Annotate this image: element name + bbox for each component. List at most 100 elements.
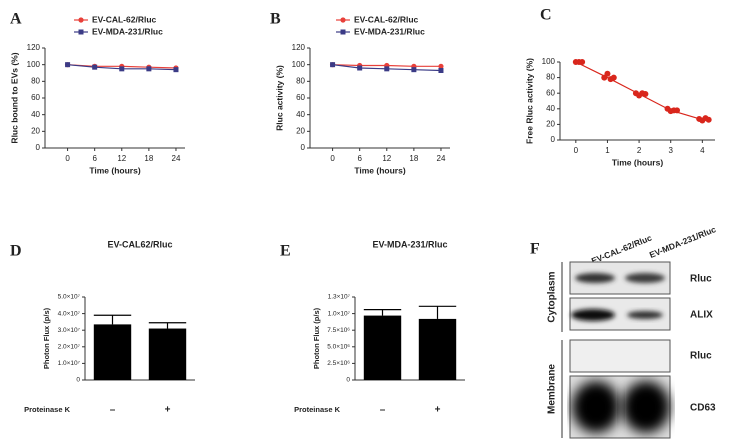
y-tick-label: 100 bbox=[27, 60, 41, 69]
x-tick-label: 18 bbox=[409, 154, 418, 163]
point bbox=[340, 29, 346, 35]
blot-row-label: Rluc bbox=[690, 351, 712, 362]
panel-letter: C bbox=[540, 7, 552, 24]
point bbox=[119, 66, 125, 72]
x-tick-label: 0 bbox=[65, 154, 70, 163]
blot-column-label: EV-CAL-62/Rluc bbox=[590, 233, 654, 266]
y-axis-label: Free Rluc activity (%) bbox=[524, 58, 534, 144]
point bbox=[610, 74, 617, 81]
blot-column-label: EV-MDA-231/Rluc bbox=[648, 224, 718, 260]
y-tick-label: 5.0×10⁶ bbox=[327, 344, 350, 351]
y-tick-label: 1.0×10⁷ bbox=[328, 310, 351, 317]
blot-row-label: ALIX bbox=[690, 310, 713, 321]
x-tick-label: 0 bbox=[330, 154, 335, 163]
y-axis-label: Photon Flux (p/s) bbox=[312, 307, 321, 369]
blot-row-label: CD63 bbox=[690, 403, 716, 414]
x-tick-label: 6 bbox=[357, 154, 362, 163]
y-tick-label: 100 bbox=[292, 60, 306, 69]
y-tick-label: 120 bbox=[27, 43, 41, 52]
blot-band bbox=[572, 381, 620, 433]
point bbox=[92, 64, 98, 70]
x-axis-label: Time (hours) bbox=[612, 157, 663, 167]
legend-label: EV-MDA-231/Rluc bbox=[92, 26, 163, 36]
x-tick-label: 0 bbox=[574, 146, 579, 155]
point bbox=[78, 17, 84, 23]
x-tick-label: 18 bbox=[144, 154, 153, 163]
x-tick-label: + bbox=[165, 405, 171, 416]
blot-band bbox=[625, 273, 665, 283]
x-axis-label: Proteinase K bbox=[24, 405, 70, 414]
y-tick-label: 1.3×10⁷ bbox=[328, 294, 351, 301]
panel-letter: A bbox=[10, 11, 22, 28]
y-tick-label: 20 bbox=[31, 126, 40, 135]
y-tick-label: 0 bbox=[346, 377, 350, 384]
point bbox=[705, 116, 712, 123]
blot-panel: F EV-CAL-62/Rluc EV-MDA-231/Rluc Cytopla… bbox=[530, 224, 718, 439]
x-tick-label: 4 bbox=[700, 146, 705, 155]
x-axis-label: Proteinase K bbox=[294, 405, 340, 414]
point bbox=[330, 62, 336, 68]
x-axis-label: Time (hours) bbox=[354, 165, 405, 175]
y-tick-label: 0 bbox=[36, 143, 41, 152]
y-tick-label: 60 bbox=[546, 88, 555, 97]
y-axis-label: Rluc activity (%) bbox=[274, 65, 284, 131]
y-tick-label: 20 bbox=[296, 126, 305, 135]
y-tick-label: 80 bbox=[31, 76, 40, 85]
y-tick-label: 1.0×10⁷ bbox=[58, 360, 81, 367]
x-tick-label: 24 bbox=[437, 154, 446, 163]
chart-title: EV-MDA-231/Rluc bbox=[372, 239, 447, 249]
y-tick-label: 0 bbox=[76, 377, 80, 384]
point bbox=[65, 62, 71, 68]
blot-band bbox=[575, 273, 615, 283]
y-axis-label: Rluc bound to EVs (%) bbox=[9, 52, 19, 143]
y-tick-label: 100 bbox=[542, 57, 556, 66]
point bbox=[642, 90, 649, 97]
y-tick-label: 80 bbox=[296, 76, 305, 85]
y-tick-label: 120 bbox=[292, 43, 306, 52]
blot-band bbox=[627, 311, 663, 319]
blot-row-label: Rluc bbox=[690, 274, 712, 285]
x-tick-label: 2 bbox=[637, 146, 642, 155]
point bbox=[438, 63, 444, 69]
bar bbox=[93, 324, 132, 380]
fit-line bbox=[575, 61, 703, 121]
panel-letter: F bbox=[530, 241, 540, 258]
legend-label: EV-CAL-62/Rluc bbox=[92, 14, 157, 24]
y-tick-label: 3.0×10⁷ bbox=[58, 327, 81, 334]
point bbox=[78, 29, 84, 35]
blot-group-label: Cytoplasm bbox=[547, 271, 558, 322]
y-tick-label: 0 bbox=[301, 143, 306, 152]
x-tick-label: 12 bbox=[382, 154, 391, 163]
blot-strip bbox=[569, 339, 671, 373]
point bbox=[579, 59, 586, 65]
y-axis-label: Photon Flux (p/s) bbox=[42, 307, 51, 369]
legend-label: EV-MDA-231/Rluc bbox=[354, 26, 425, 36]
y-tick-label: 40 bbox=[296, 110, 305, 119]
chart-panel: C 0 20 40 60 80 100 Free Rluc activity (%) 0 1 2 3 4… bbox=[524, 7, 715, 167]
y-tick-label: 40 bbox=[31, 110, 40, 119]
point bbox=[411, 67, 417, 73]
point bbox=[384, 66, 390, 72]
chart-panel: A 0 20 40 60 80 100 120 Rluc bound to EVs (%) 0 6 1… bbox=[9, 11, 185, 175]
point bbox=[674, 107, 681, 114]
y-tick-label: 60 bbox=[31, 93, 40, 102]
bar bbox=[148, 328, 187, 380]
x-tick-label: 12 bbox=[117, 154, 126, 163]
point bbox=[173, 67, 179, 73]
bar bbox=[363, 315, 402, 380]
x-tick-label: 24 bbox=[172, 154, 181, 163]
legend-label: EV-CAL-62/Rluc bbox=[354, 14, 419, 24]
x-tick-label: 3 bbox=[668, 146, 673, 155]
y-tick-label: 5.0×10⁷ bbox=[58, 294, 81, 301]
x-tick-label: + bbox=[435, 405, 441, 416]
x-tick-label: – bbox=[380, 405, 386, 416]
panel-letter: B bbox=[270, 11, 281, 28]
blot-group-label: Membrane bbox=[547, 364, 558, 414]
y-tick-label: 40 bbox=[546, 104, 555, 113]
blot-band bbox=[622, 381, 670, 433]
point bbox=[438, 68, 444, 73]
x-tick-label: 6 bbox=[92, 154, 97, 163]
chart-panel: B 0 20 40 60 80 100 120 Rluc activity (%) 0 6 12 18 2… bbox=[270, 11, 450, 175]
y-tick-label: 80 bbox=[546, 73, 555, 82]
